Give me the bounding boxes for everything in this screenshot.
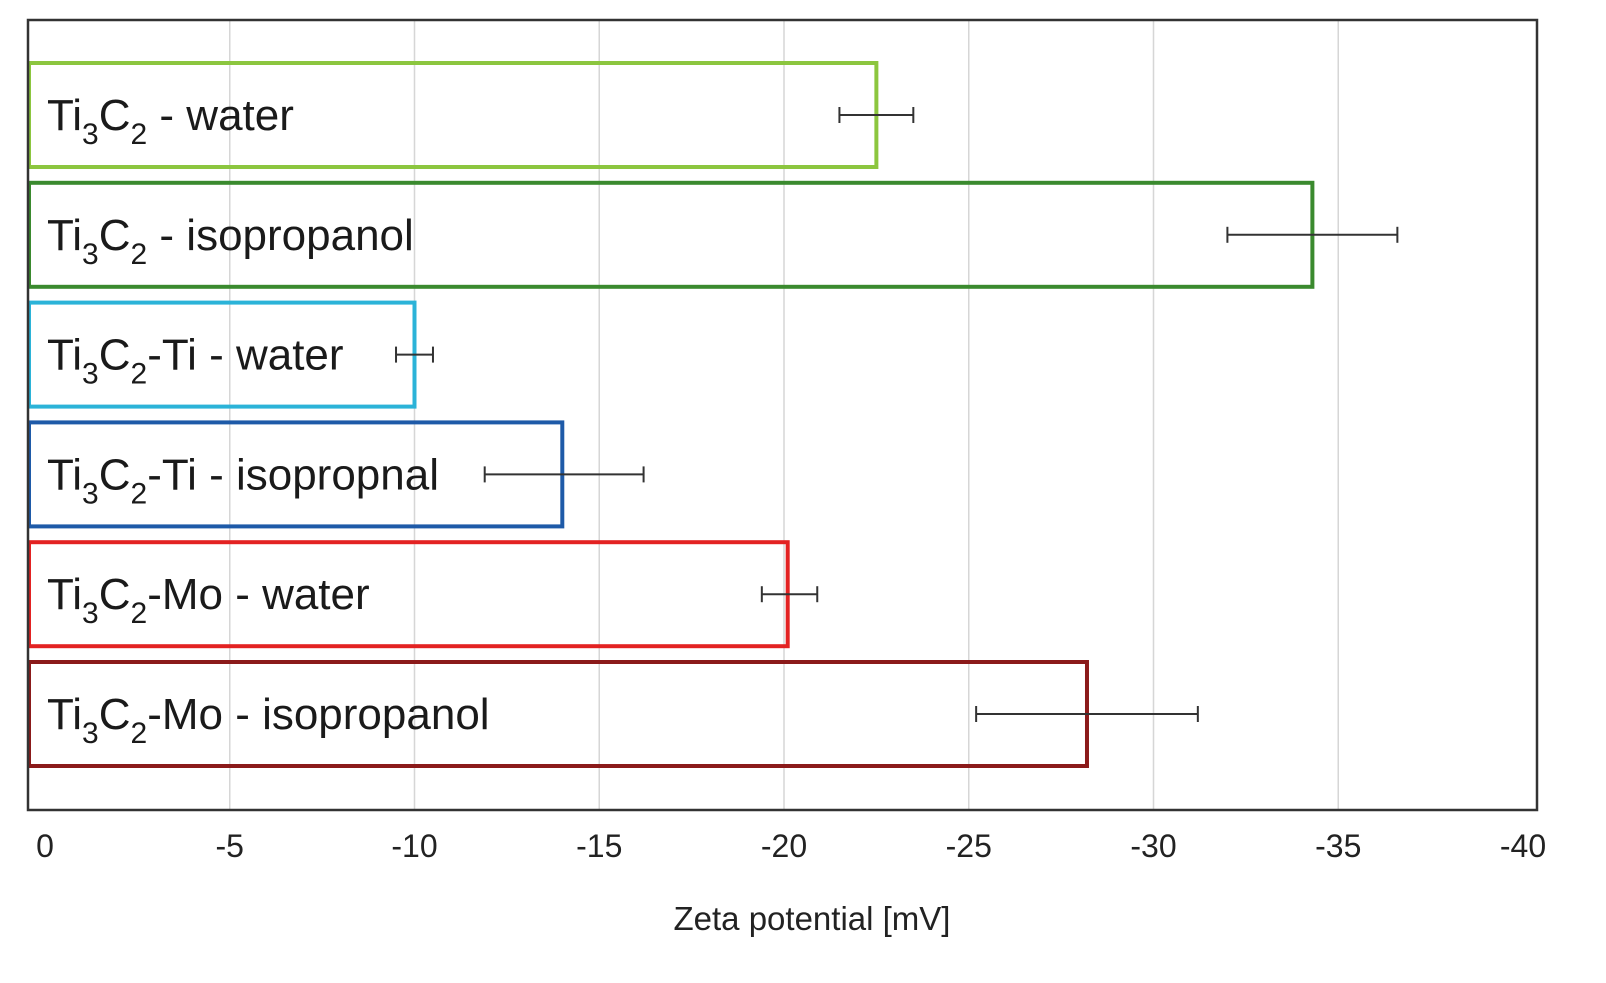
bar-label-text: Ti	[47, 570, 82, 619]
error-bar	[838, 107, 915, 123]
bar-label: Ti3C2-Mo - water	[47, 570, 370, 630]
bar-label-subscript: 3	[82, 357, 99, 390]
x-tick-label: -30	[1130, 828, 1176, 864]
bar-label-text: Ti	[47, 331, 82, 380]
grid-lines	[229, 20, 1339, 810]
bar-label-text: - water	[147, 91, 294, 140]
bar-label-text: C	[99, 570, 131, 619]
bars	[27, 61, 1315, 768]
bar-label: Ti3C2-Ti - water	[47, 331, 344, 391]
bar-label: Ti3C2 - water	[47, 91, 294, 151]
bar-label-subscript: 3	[82, 477, 99, 510]
error-bar	[975, 706, 1199, 722]
bar-label-subscript: 2	[131, 477, 148, 510]
bar-label: Ti3C2-Ti - isopropnal	[47, 450, 439, 510]
x-axis-title: Zeta potential [mV]	[674, 900, 951, 937]
bar-label-text: C	[99, 211, 131, 260]
bar-label-subscript: 3	[82, 237, 99, 270]
x-tick-label: 0	[36, 828, 54, 864]
bar-label-text: C	[99, 331, 131, 380]
bar-label-text: -Mo - isopropanol	[147, 690, 489, 739]
bar-label-text: -Ti - isopropnal	[147, 450, 439, 499]
bar-label-text: -Mo - water	[147, 570, 369, 619]
x-tick-label: -25	[946, 828, 992, 864]
bar-label-text: Ti	[47, 690, 82, 739]
error-bars	[395, 107, 1399, 722]
bar-label-subscript: 3	[82, 597, 99, 630]
x-tick-label: -20	[761, 828, 807, 864]
bar-label: Ti3C2 - isopropanol	[47, 211, 414, 270]
bar-label-text: Ti	[47, 211, 82, 260]
x-tick-labels: 0 -5 -10 -15 -20 -25 -30 -35 -40	[36, 828, 1546, 864]
bar-label-text: C	[99, 690, 131, 739]
error-bar	[395, 346, 434, 363]
bar-label-text: C	[99, 450, 131, 499]
error-bar	[760, 586, 819, 603]
bar-label-text: -Ti - water	[147, 331, 343, 380]
error-bar	[483, 466, 645, 483]
x-tick-label: -35	[1315, 828, 1361, 864]
bar-label-subscript: 2	[131, 597, 148, 630]
bar-label-text: C	[99, 91, 131, 140]
bar-label-text: Ti	[47, 450, 82, 499]
bar-label-subscript: 2	[131, 717, 148, 750]
plot-frame	[26, 18, 1539, 812]
bar-label-subscript: 2	[131, 357, 148, 390]
error-bar	[1226, 226, 1399, 243]
bar-label-subscript: 3	[82, 717, 99, 750]
x-tick-label: -15	[576, 828, 622, 864]
x-tick-label: -5	[216, 828, 244, 864]
bar-label-subscript: 3	[82, 118, 99, 151]
bar-label-text: Ti	[47, 91, 82, 140]
bar-label-text: - isopropanol	[147, 211, 414, 260]
bar-label-subscript: 2	[131, 118, 148, 151]
x-tick-label: -40	[1500, 828, 1546, 864]
bar	[27, 540, 790, 649]
x-tick-label: -10	[391, 828, 437, 864]
bar-label-subscript: 2	[131, 237, 148, 270]
bar-label: Ti3C2-Mo - isopropanol	[47, 690, 490, 750]
